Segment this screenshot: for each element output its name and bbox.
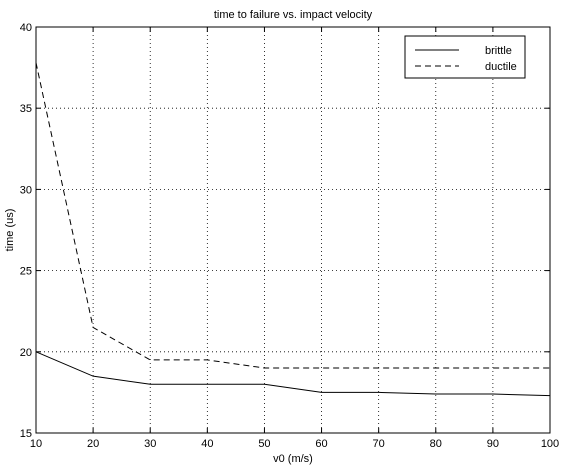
x-tick-label: 40 [201, 438, 213, 450]
y-tick-label: 35 [20, 103, 32, 115]
grid [36, 27, 550, 433]
y-axis-label: time (us) [4, 209, 16, 252]
x-tick-label: 30 [144, 438, 156, 450]
x-tick-label: 80 [430, 438, 442, 450]
series-group [35, 62, 551, 397]
legend-label-brittle: brittle [485, 45, 512, 57]
y-tick-label: 30 [20, 184, 32, 196]
y-tick-label: 15 [20, 428, 32, 440]
x-tick-label: 60 [315, 438, 327, 450]
legend-label-ductile: ductile [485, 61, 517, 73]
x-tick-label: 10 [30, 438, 42, 450]
y-tick-label: 40 [20, 22, 32, 34]
series-line-brittle [35, 351, 551, 397]
series-line-ductile [35, 62, 550, 369]
x-tick-label: 90 [487, 438, 499, 450]
x-tick-label: 50 [258, 438, 270, 450]
x-axis-label: v0 (m/s) [273, 453, 313, 465]
x-tick-label: 100 [541, 438, 559, 450]
y-tick-label: 20 [20, 347, 32, 359]
x-tick-label: 70 [373, 438, 385, 450]
x-tick-label: 20 [87, 438, 99, 450]
y-tick-label: 25 [20, 266, 32, 278]
plot-frame [35, 26, 551, 434]
legend-box [404, 35, 526, 79]
legend: brittle ductile [404, 35, 526, 79]
axis-ticks: 10 20 30 40 50 60 70 80 90 100 15 20 25 30 35 40 [20, 22, 559, 450]
chart-title: time to failure vs. impact velocity [214, 9, 373, 21]
